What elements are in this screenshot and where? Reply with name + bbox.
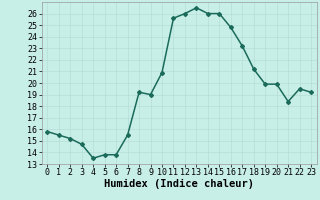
X-axis label: Humidex (Indice chaleur): Humidex (Indice chaleur) bbox=[104, 179, 254, 189]
